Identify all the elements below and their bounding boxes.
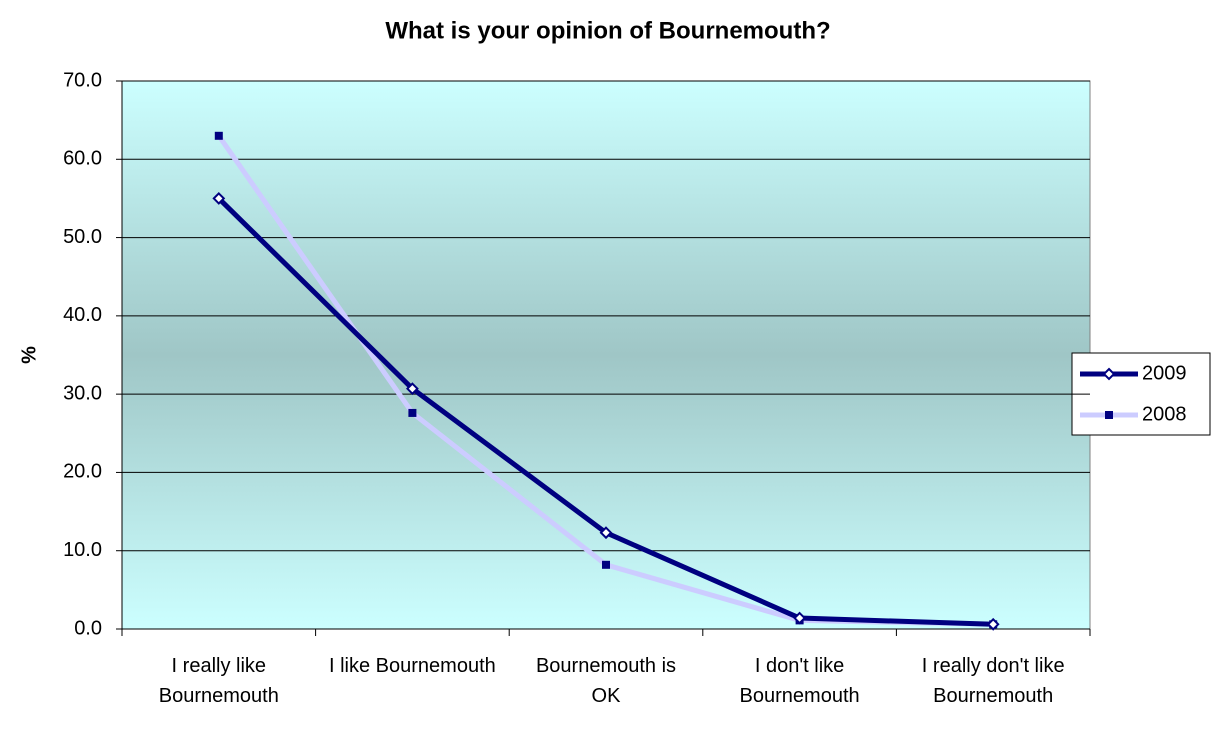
plot-area — [121, 80, 1091, 630]
x-tick-label: I like Bournemouth — [329, 655, 496, 677]
data-point — [599, 526, 613, 540]
data-point — [602, 560, 610, 569]
y-tick-label: 20.0 — [63, 461, 102, 483]
x-tick-label: I don't like Bournemouth — [739, 655, 860, 707]
y-tick-label: 10.0 — [63, 539, 102, 561]
x-tick-label: Bournemouth is OK — [535, 655, 677, 707]
y-tick-label: 0.0 — [74, 617, 102, 639]
data-point — [212, 192, 226, 205]
data-point — [793, 611, 807, 625]
data-point — [408, 408, 417, 417]
data-point — [986, 617, 1000, 631]
data-point — [405, 382, 419, 396]
y-axis-label: % — [18, 346, 40, 364]
legend-label: 2009 — [1142, 362, 1187, 384]
data-point — [214, 131, 223, 140]
y-tick-label: 30.0 — [63, 382, 102, 404]
legend — [1071, 352, 1211, 436]
x-tick-label: I really like Bournemouth — [158, 655, 279, 707]
legend-marker — [1102, 367, 1116, 381]
chart-title: What is your opinion of Bournemouth? — [385, 17, 830, 44]
y-tick-label: 60.0 — [63, 148, 102, 170]
legend-marker — [1105, 411, 1113, 419]
y-tick-label: 70.0 — [63, 69, 102, 91]
legend-label: 2008 — [1142, 403, 1187, 425]
y-tick-label: 40.0 — [63, 304, 102, 326]
x-tick-label: I really don't like Bournemouth — [921, 655, 1065, 707]
y-tick-label: 50.0 — [63, 226, 102, 248]
